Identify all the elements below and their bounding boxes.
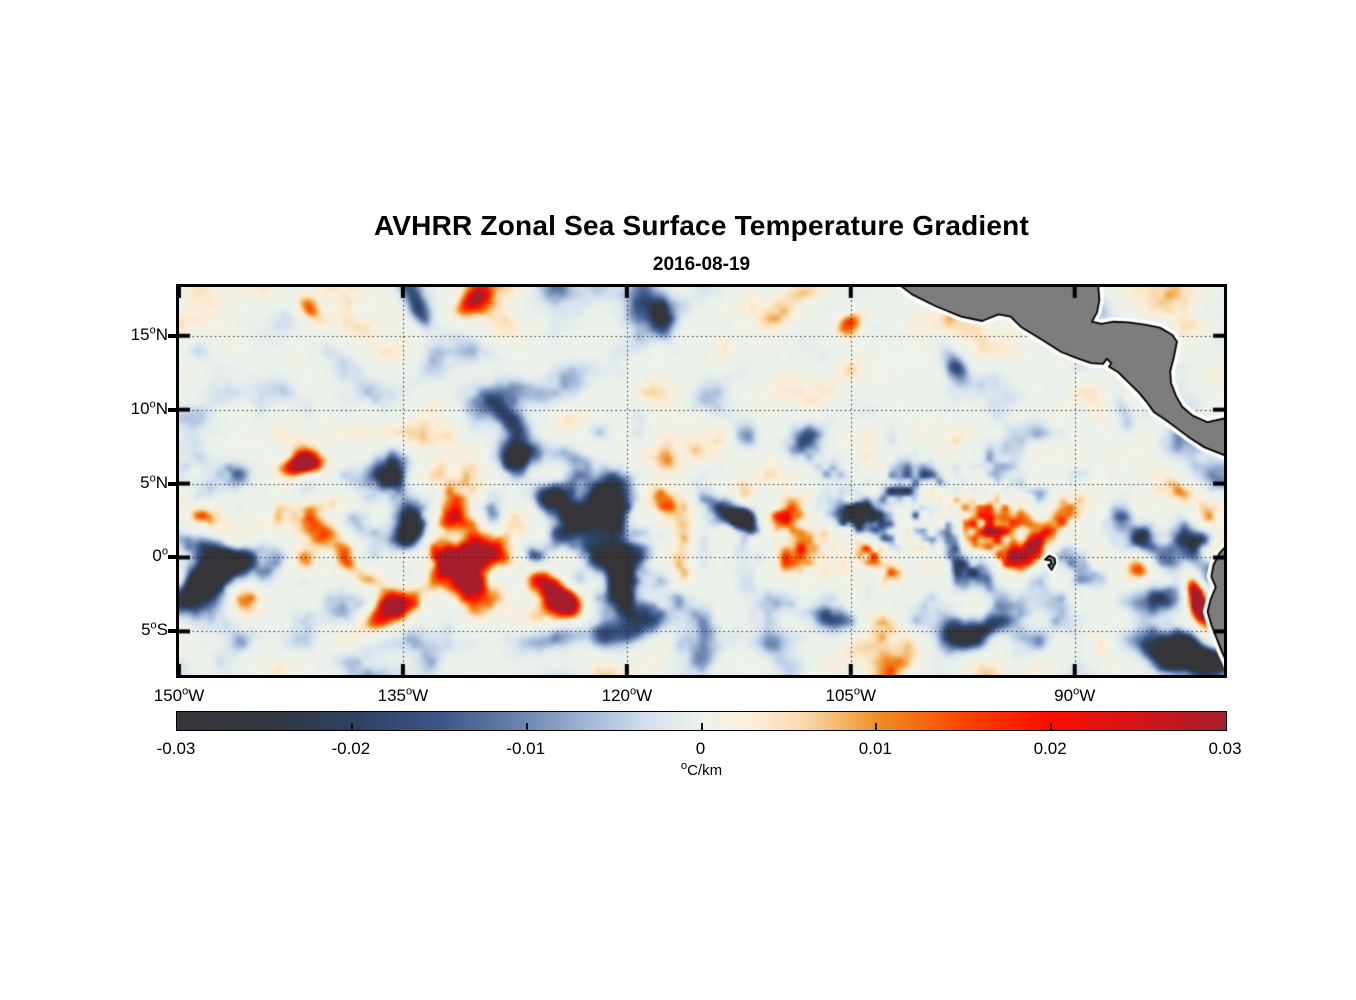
x-axis-tick-label: 120oW: [601, 685, 653, 705]
colorbar-tick-mark: [875, 723, 878, 730]
y-axis-tick-label: 5oN: [140, 471, 168, 492]
x-axis-tick-label: 90oW: [1054, 685, 1096, 705]
colorbar-tick-label: 0.01: [858, 739, 892, 758]
colorbar-tick-label: -0.01: [506, 739, 546, 758]
y-axis-tick-label: 10oN: [130, 398, 168, 418]
sst-gradient-field-canvas: [179, 287, 1224, 675]
colorbar-tick-mark: [525, 723, 528, 730]
colorbar-tick-mark: [1050, 723, 1053, 730]
colorbar-tick-label: 0: [695, 739, 706, 758]
y-axis-tick-mark: [168, 333, 177, 338]
colorbar-tick-label: 0.03: [1208, 739, 1242, 758]
y-axis-tick-label: 0o: [152, 545, 168, 566]
y-axis-tick-label: 15oN: [130, 324, 168, 344]
colorbar-unit-label: oC/km: [680, 760, 723, 780]
colorbar-gradient: [177, 712, 1226, 730]
x-axis-tick-label: 150oW: [153, 685, 205, 705]
map-plot: [176, 284, 1227, 678]
colorbar-tick-label: 0.02: [1033, 739, 1067, 758]
colorbar: [176, 711, 1227, 731]
chart-subtitle: 2016-08-19: [652, 254, 751, 275]
y-axis-tick-label: 5oS: [141, 619, 168, 640]
x-axis-tick-label: 135oW: [377, 685, 429, 705]
y-axis-tick-mark: [168, 555, 177, 560]
y-axis-tick-mark: [168, 481, 177, 486]
x-axis-tick-label: 105oW: [825, 685, 877, 705]
colorbar-tick-label: -0.03: [156, 739, 196, 758]
colorbar-tick-label: -0.02: [331, 739, 371, 758]
colorbar-tick-mark: [350, 723, 353, 730]
chart-title: AVHRR Zonal Sea Surface Temperature Grad…: [373, 210, 1030, 241]
colorbar-tick-mark: [700, 723, 703, 730]
y-axis-tick-mark: [168, 407, 177, 412]
y-axis-tick-mark: [168, 629, 177, 634]
